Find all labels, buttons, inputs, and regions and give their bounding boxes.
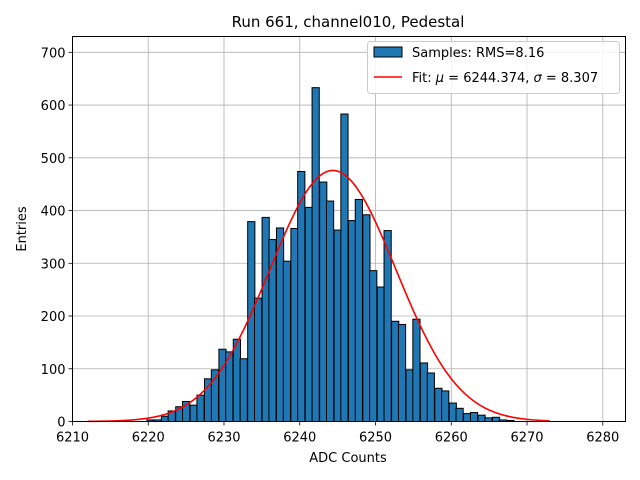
histogram-bar: [333, 229, 342, 422]
histogram-bars: [146, 87, 515, 423]
histogram-bar: [319, 181, 328, 422]
histogram-bar: [412, 318, 421, 423]
histogram-bar: [354, 198, 363, 422]
x-axis-label: ADC Counts: [309, 451, 387, 466]
x-axis-ticks: 6210 6220 6230 6240 6250 6260 6270 6280: [56, 421, 619, 446]
histogram-bar: [282, 260, 291, 422]
histogram-bar: [261, 216, 270, 422]
histogram-bar: [218, 348, 227, 423]
histogram-bar: [347, 220, 357, 422]
x-tick-label: 6280: [586, 431, 619, 446]
histogram-bar: [491, 416, 501, 423]
histogram-bar: [304, 206, 313, 422]
legend-fit-sigma-symbol: σ: [534, 71, 543, 86]
histogram-bar: [325, 200, 335, 422]
y-axis-ticks: 0 100 200 300 400 500 600 700: [41, 46, 73, 431]
legend-fit-label: Fit: μ = 6244.374, σ = 8.307: [412, 71, 598, 86]
legend-samples-label: Samples: RMS=8.16: [412, 46, 544, 61]
x-tick-label: 6250: [359, 431, 392, 446]
histogram-bar: [391, 320, 400, 423]
histogram-bar: [340, 113, 349, 422]
histogram-bar: [419, 362, 429, 422]
legend-fit-mu-symbol: μ: [435, 71, 444, 86]
x-tick-label: 6220: [132, 431, 165, 446]
x-tick-label: 6230: [207, 431, 240, 446]
histogram-bar: [477, 414, 486, 423]
histogram-bar: [275, 227, 285, 422]
histogram-bar: [196, 394, 205, 422]
legend-samples-swatch: [373, 46, 403, 58]
y-tick-label: 400: [41, 205, 66, 220]
y-tick-label: 300: [41, 257, 66, 272]
histogram-bar: [448, 402, 457, 423]
y-tick-label: 0: [57, 416, 65, 431]
histogram-bar: [232, 338, 241, 422]
histogram-bar: [441, 390, 450, 422]
histogram-bar: [239, 358, 248, 422]
histogram-bar: [290, 227, 299, 422]
legend-box: [367, 41, 620, 94]
y-tick-label: 500: [41, 152, 66, 167]
y-tick-label: 700: [41, 46, 66, 61]
grid-lines: [72, 36, 626, 422]
histogram-bar: [405, 369, 414, 422]
histogram-bar: [189, 404, 198, 423]
y-tick-label: 100: [41, 363, 66, 378]
y-tick-label: 600: [41, 99, 66, 114]
histogram-bar: [434, 387, 443, 423]
histogram-bar: [469, 412, 479, 422]
legend-fit-prefix: Fit:: [412, 71, 436, 86]
y-axis-label: Entries: [15, 206, 30, 252]
histogram-bar: [160, 415, 170, 422]
histogram-bar: [247, 221, 256, 422]
histogram-bar: [362, 214, 371, 422]
histogram-bar: [253, 297, 263, 423]
histogram-bar: [311, 87, 320, 422]
histogram-bar: [297, 171, 306, 422]
x-tick-label: 6240: [283, 431, 316, 446]
chart-title: Run 661, channel010, Pedestal: [232, 13, 465, 31]
x-tick-label: 6260: [435, 431, 468, 446]
legend-fit-mu-value: = 6244.374,: [444, 71, 533, 86]
histogram-bar: [383, 230, 392, 422]
histogram-bar: [268, 239, 277, 422]
histogram-bar: [426, 372, 435, 423]
histogram-bar: [397, 323, 407, 422]
histogram-bar: [463, 413, 472, 423]
histogram-bar: [376, 286, 385, 422]
legend-fit-sigma-value: = 8.307: [542, 71, 598, 86]
plot-frame: [72, 36, 626, 422]
x-tick-label: 6210: [56, 431, 89, 446]
histogram-bar: [455, 407, 464, 422]
histogram-bar: [369, 270, 378, 423]
y-tick-label: 200: [41, 310, 66, 325]
histogram-bar: [484, 417, 493, 423]
fit-curve: [87, 169, 550, 423]
x-tick-label: 6270: [510, 431, 543, 446]
legend: Samples: RMS=8.16 Fit: μ = 6244.374, σ =…: [367, 41, 620, 94]
